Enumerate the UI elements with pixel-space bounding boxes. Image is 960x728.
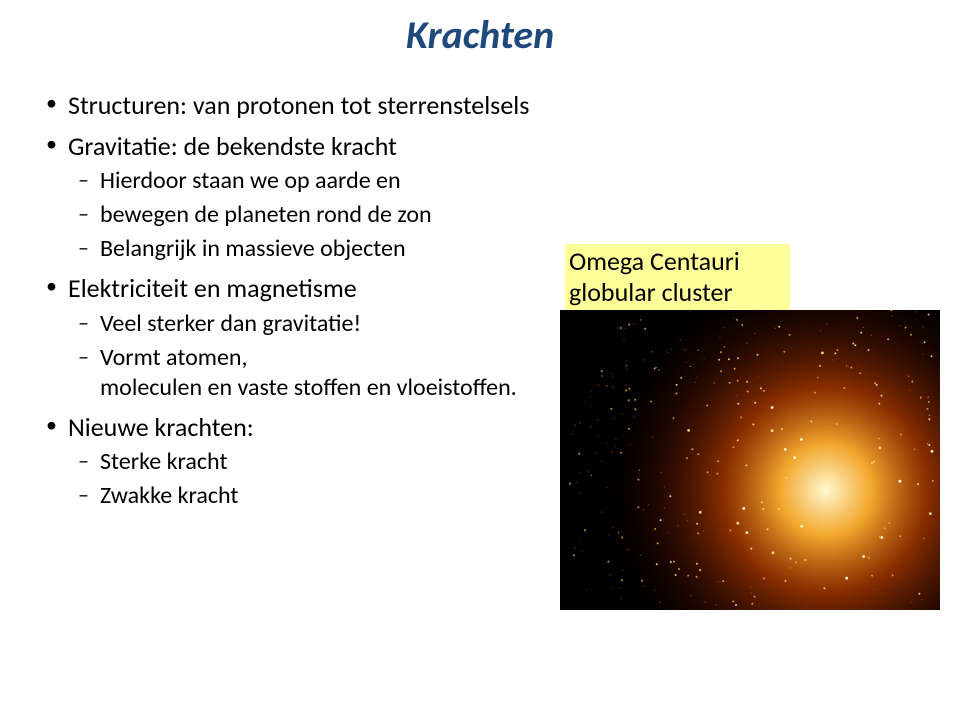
sub-list: Hierdoor staan we op aarde en bewegen de… [68,166,550,264]
sub-item: Vormt atomen, moleculen en vaste stoffen… [68,343,550,403]
cluster-svg [560,310,940,610]
sub-item: Hierdoor staan we op aarde en [68,166,550,196]
sub-item: Veel sterker dan gravitatie! [68,309,550,339]
sub-list: Veel sterker dan gravitatie! Vormt atome… [68,309,550,403]
sub-item: Sterke kracht [68,447,550,477]
sub-list: Sterke kracht Zwakke kracht [68,447,550,511]
image-caption: Omega Centauri globular cluster [565,244,790,310]
text-column: Structuren: van protonen tot sterrenstel… [40,89,550,519]
sub-item: Zwakke kracht [68,481,550,511]
globular-cluster-image [560,310,940,610]
caption-line: globular cluster [569,276,733,308]
image-column: Omega Centauri globular cluster [550,89,940,610]
slide: Krachten Structuren: van protonen tot st… [0,0,960,728]
sub-item: Belangrijk in massieve objecten [68,234,550,264]
bullet-item: Structuren: van protonen tot sterrenstel… [40,89,550,122]
caption-line: Omega Centauri [569,245,740,277]
bullet-item: Nieuwe krachten: Sterke kracht Zwakke kr… [40,411,550,512]
content-row: Structuren: van protonen tot sterrenstel… [0,89,960,610]
bullet-label: Nieuwe krachten: [68,411,254,443]
bullet-label: Gravitatie: de bekendste kracht [68,130,397,162]
bullet-item: Gravitatie: de bekendste kracht Hierdoor… [40,130,550,265]
bullet-label: Elektriciteit en magnetisme [68,272,357,304]
bullet-list: Structuren: van protonen tot sterrenstel… [40,89,550,511]
bullet-label: Structuren: van protonen tot sterrenstel… [68,89,529,121]
slide-title: Krachten [0,10,960,59]
bullet-item: Elektriciteit en magnetisme Veel sterker… [40,272,550,403]
sub-item: bewegen de planeten rond de zon [68,200,550,230]
